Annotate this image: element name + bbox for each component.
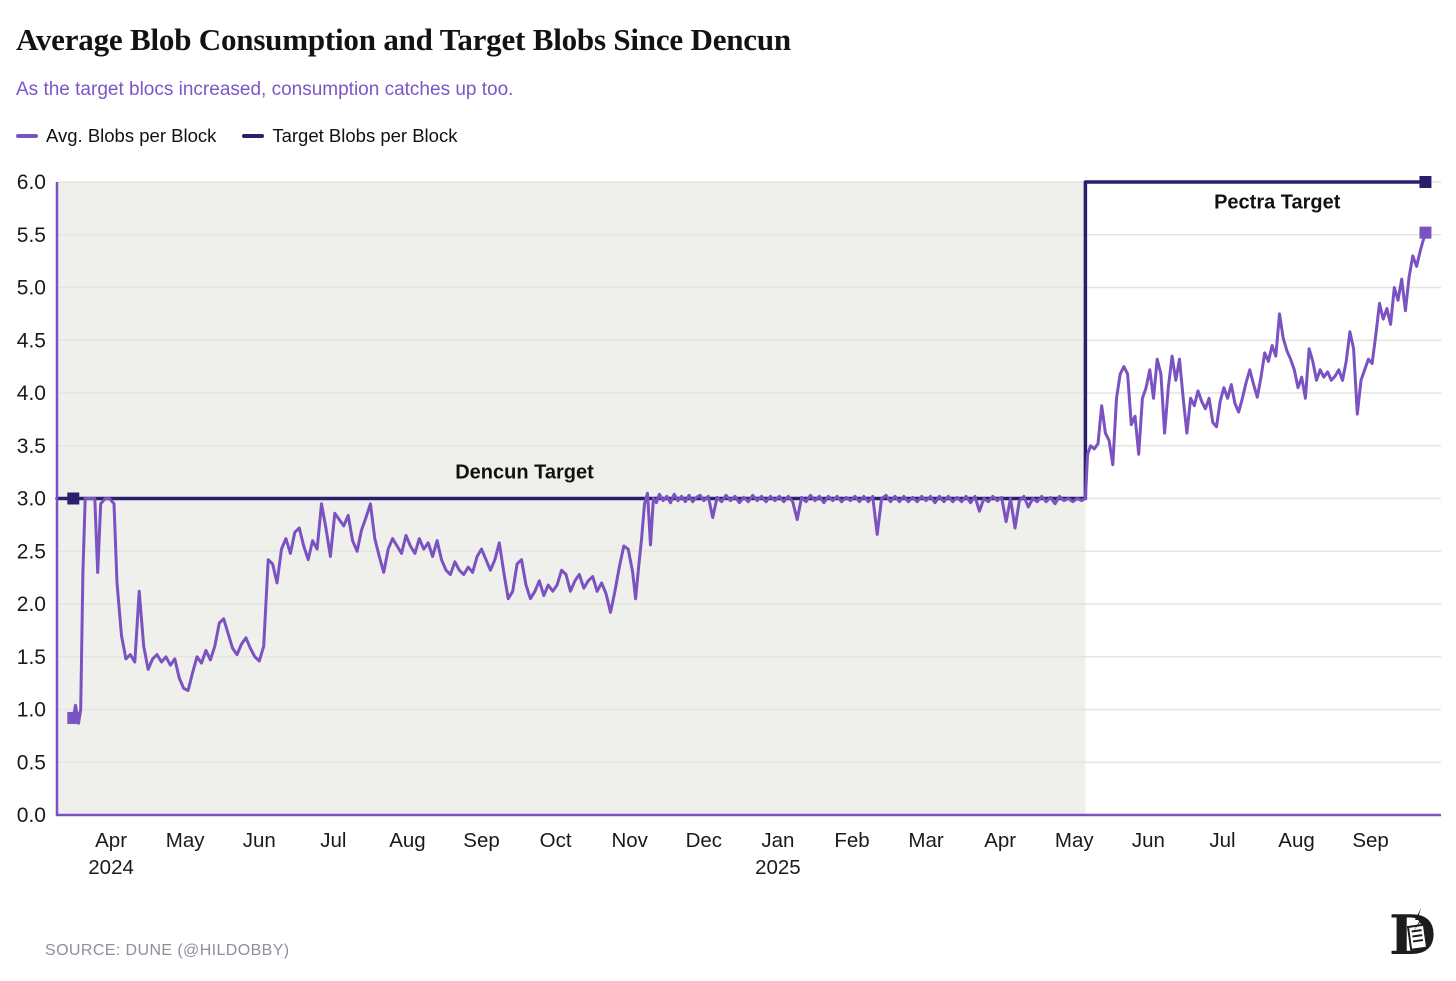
- x-tick-label: Jul: [1209, 829, 1235, 852]
- legend-label-target-blobs: Target Blobs per Block: [272, 125, 458, 146]
- x-tick-label: Aug: [1278, 829, 1314, 852]
- y-tick-label: 0.0: [17, 804, 46, 827]
- avg-line-marker: [1419, 226, 1432, 239]
- annotation-dencun-target: Dencun Target: [455, 461, 594, 483]
- y-tick-label: 5.0: [17, 277, 46, 300]
- avg-line-marker: [67, 711, 80, 724]
- x-tick-label: Jan: [761, 829, 794, 852]
- y-tick-label: 4.5: [17, 329, 46, 352]
- target-blobs-line-swatch: [242, 134, 265, 138]
- defiant-logo: D: [1391, 906, 1436, 966]
- x-tick-label: May: [1055, 829, 1094, 852]
- x-tick-label: Dec: [686, 829, 722, 852]
- x-tick-label: May: [166, 829, 205, 852]
- target-blobs-line: [55, 180, 1428, 501]
- y-tick-label: 1.5: [17, 646, 46, 669]
- y-tick-label: 4.0: [17, 382, 46, 405]
- x-tick-label: Sep: [463, 829, 499, 852]
- x-tick-label: Sep: [1352, 829, 1388, 852]
- target-line-marker: [1419, 176, 1432, 188]
- avg-blobs-line: [71, 231, 1427, 725]
- legend-label-avg-blobs: Avg. Blobs per Block: [46, 125, 217, 146]
- target-line-marker: [67, 492, 80, 505]
- y-tick-label: 6.0: [17, 171, 46, 194]
- x-tick-label: Feb: [834, 829, 869, 852]
- x-tick-label: Jun: [1132, 829, 1165, 852]
- legend: Avg. Blobs per Block Target Blobs per Bl…: [16, 125, 457, 147]
- x-tick-label: Jul: [320, 829, 346, 852]
- x-tick-label: Oct: [540, 829, 572, 852]
- y-tick-label: 2.0: [17, 593, 46, 616]
- x-tick-label: Apr: [95, 829, 127, 852]
- avg-blobs-line-swatch: [16, 134, 38, 138]
- y-tick-label: 1.0: [17, 699, 46, 722]
- y-tick-label: 5.5: [17, 224, 46, 247]
- x-tick-year-label: 2025: [755, 856, 801, 879]
- x-tick-label: Nov: [611, 829, 648, 852]
- annotation-pectra-target: Pectra Target: [1214, 191, 1341, 213]
- y-tick-label: 0.5: [17, 751, 46, 774]
- x-tick-year-label: 2024: [88, 856, 134, 879]
- source-credit: SOURCE: DUNE (@HILDOBBY): [45, 942, 290, 959]
- chart-title: Average Blob Consumption and Target Blob…: [16, 22, 791, 57]
- chart-subtitle: As the target blocs increased, consumpti…: [16, 79, 514, 100]
- legend-item-avg-blobs: Avg. Blobs per Block: [16, 125, 216, 147]
- y-tick-label: 2.5: [17, 540, 46, 563]
- y-tick-label: 3.0: [17, 488, 46, 511]
- x-tick-label: Jun: [243, 829, 276, 852]
- x-tick-label: Mar: [908, 829, 943, 852]
- y-tick-label: 3.5: [17, 435, 46, 458]
- legend-item-target-blobs: Target Blobs per Block: [242, 125, 457, 147]
- x-tick-label: Apr: [984, 829, 1016, 852]
- x-tick-label: Aug: [389, 829, 425, 852]
